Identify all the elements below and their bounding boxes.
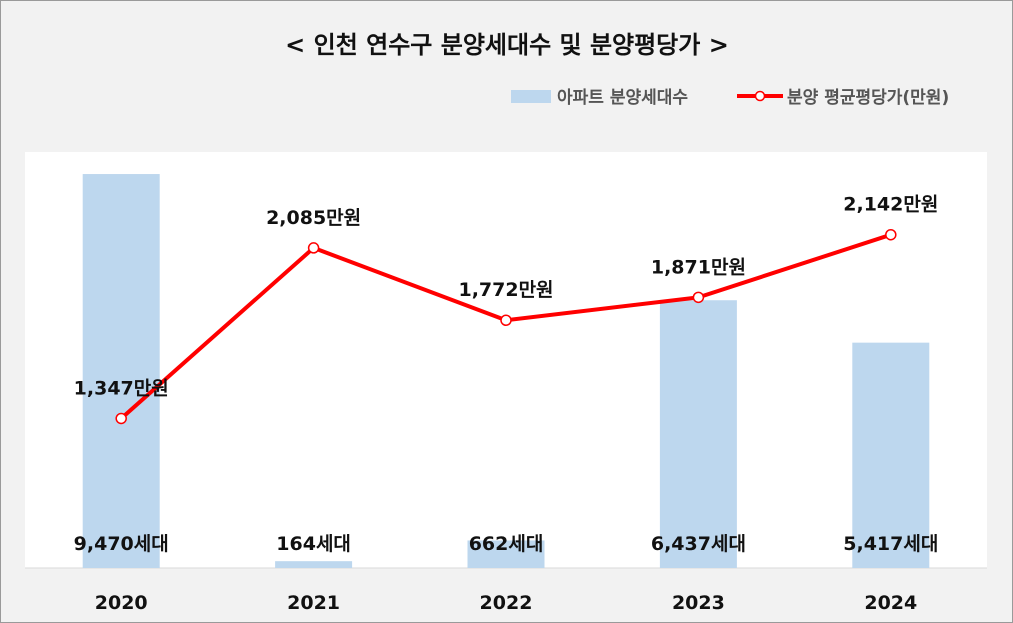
bar-label-2020: 9,470세대 xyxy=(74,533,169,555)
line-point-2020 xyxy=(115,412,127,425)
line-label-2024: 2,142만원 xyxy=(843,194,938,216)
bar-value-labels: 9,470세대 164세대 662세대 6,437세대 5,417세대 xyxy=(74,533,939,555)
legend-bar-label: 아파트 분양세대수 xyxy=(557,88,688,108)
bar-label-2022: 662세대 xyxy=(469,533,544,555)
legend: 아파트 분양세대수 분양 평균평당가(만원) xyxy=(511,88,949,108)
bar-label-2024: 5,417세대 xyxy=(843,533,938,555)
legend-line-marker xyxy=(754,90,766,102)
line-label-2021: 2,085만원 xyxy=(266,207,361,229)
bar-label-2023: 6,437세대 xyxy=(651,533,746,555)
line-value-labels: 1,347만원 2,085만원 1,772만원 1,871만원 2,142만원 xyxy=(74,194,939,400)
bar-2021 xyxy=(275,561,353,568)
line-point-2021 xyxy=(307,242,320,254)
x-tick-2020: 2020 xyxy=(95,592,148,614)
x-tick-2024: 2024 xyxy=(864,592,917,614)
x-axis-ticks: 2020 2021 2022 2023 2024 xyxy=(95,592,917,614)
bar-2024 xyxy=(852,342,930,568)
legend-line-label: 분양 평균평당가(만원) xyxy=(787,88,949,108)
line-label-2022: 1,772만원 xyxy=(458,279,553,301)
chart-title: < 인천 연수구 분양세대수 및 분양평당가 > xyxy=(285,31,729,59)
line-point-2023 xyxy=(692,291,705,304)
x-tick-2023: 2023 xyxy=(672,592,725,614)
price-markers xyxy=(115,228,897,425)
line-label-2020: 1,347만원 xyxy=(74,377,169,399)
bar-2023 xyxy=(659,300,737,568)
line-point-2024 xyxy=(885,228,897,241)
bar-label-2021: 164세대 xyxy=(276,533,351,555)
line-point-2022 xyxy=(500,314,512,326)
x-tick-2022: 2022 xyxy=(480,592,533,614)
x-tick-2021: 2021 xyxy=(287,592,340,614)
line-label-2023: 1,871만원 xyxy=(651,256,746,278)
bar-series xyxy=(82,174,930,568)
legend-bar-swatch xyxy=(511,90,551,103)
bar-2020 xyxy=(82,174,160,568)
bar-2022 xyxy=(467,540,545,568)
